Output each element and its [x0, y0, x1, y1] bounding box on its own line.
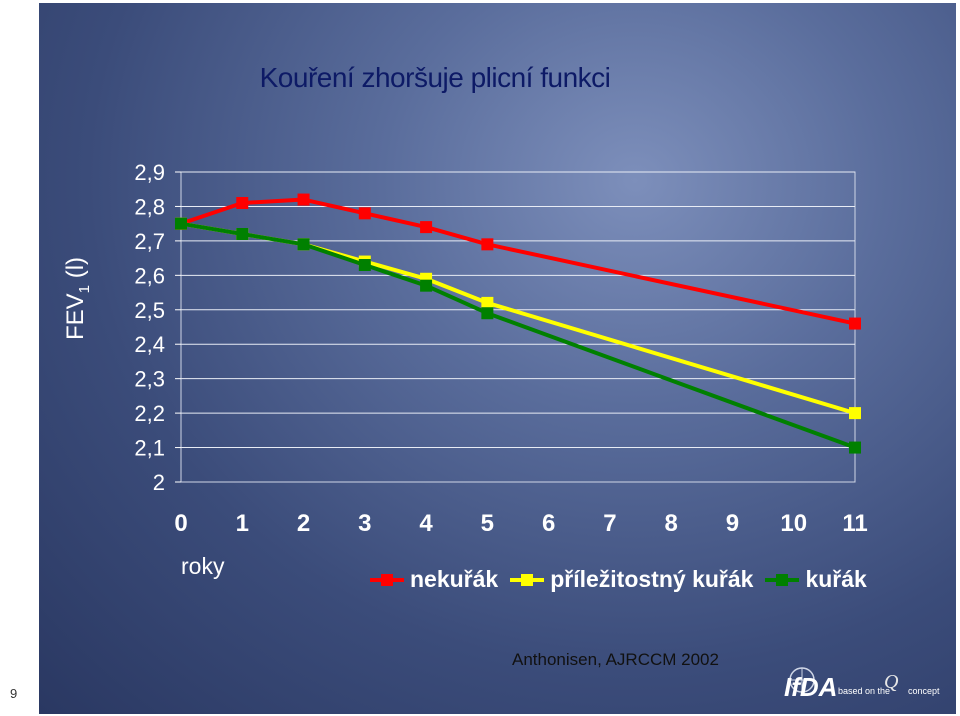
- data-point-1: [849, 407, 861, 420]
- legend-swatch-1: [510, 573, 545, 587]
- chart-legend: nekuřák příležitostný kuřák kuřák: [370, 566, 879, 593]
- data-point-2: [236, 228, 249, 240]
- x-tick-label: 9: [726, 510, 739, 537]
- legend-swatch-0: [370, 573, 404, 587]
- legend-swatch-marker: [381, 573, 393, 586]
- ifda-logo: IfDA based on the Q concept: [784, 667, 940, 702]
- data-point-0: [236, 197, 249, 209]
- data-point-2: [481, 307, 494, 320]
- y-tick-label: 2,6: [134, 263, 165, 288]
- logo-mark: Q: [884, 671, 899, 693]
- data-point-0: [481, 238, 494, 251]
- data-point-0: [849, 317, 861, 330]
- logo-brand: IfDA: [784, 672, 837, 702]
- y-tick-label: 2,1: [134, 436, 165, 461]
- y-tick-label: 2,4: [134, 332, 165, 357]
- legend-item-1: příležitostný kuřák: [510, 566, 753, 593]
- x-tick-label: 3: [358, 510, 371, 537]
- legend-item-0: nekuřák: [370, 566, 498, 593]
- x-tick-label: 4: [419, 510, 433, 537]
- legend-item-2: kuřák: [765, 566, 867, 593]
- x-tick-label: 8: [665, 510, 678, 537]
- series-line-0: [180, 197, 856, 326]
- x-axis-title: roky: [181, 553, 225, 579]
- x-tick-label: 5: [481, 510, 494, 537]
- legend-swatch-2: [765, 573, 800, 587]
- data-point-0: [297, 193, 310, 206]
- x-tick-label: 2: [297, 510, 310, 537]
- data-point-2: [849, 441, 861, 454]
- data-point-1: [481, 296, 494, 309]
- page-number: 9: [10, 686, 18, 701]
- legend-label-1: příležitostný kuřák: [550, 566, 754, 592]
- y-tick-label: 2,5: [134, 298, 165, 323]
- y-tick-label: 2,2: [134, 401, 165, 426]
- slide-background: [39, 3, 956, 714]
- source-citation: Anthonisen, AJRCCM 2002: [512, 650, 719, 669]
- data-point-2: [420, 279, 433, 292]
- legend-swatch-marker: [521, 573, 534, 586]
- x-tick-label: 1: [236, 510, 249, 537]
- legend-label-0: nekuřák: [410, 566, 499, 592]
- logo-tagline: based on the: [838, 686, 890, 696]
- x-tick-label: 10: [780, 510, 807, 537]
- x-tick-label: 7: [603, 510, 616, 537]
- logo-globe-grid: [790, 668, 814, 692]
- data-point-0: [358, 207, 371, 220]
- y-tick-label: 2,8: [134, 194, 165, 219]
- legend-swatch-marker: [776, 573, 789, 586]
- y-tick-label: 2,7: [134, 229, 165, 254]
- page-margin: [0, 0, 39, 716]
- x-tick-label: 11: [842, 510, 867, 537]
- data-point-0: [420, 221, 433, 234]
- legend-label-2: kuřák: [805, 566, 867, 592]
- x-tick-label: 0: [174, 510, 187, 537]
- x-tick-label: 6: [542, 510, 555, 537]
- y-tick-label: 2,9: [134, 160, 165, 185]
- y-tick-label: 2: [153, 470, 165, 495]
- chart-title: Kouření zhoršuje plicní funkci: [259, 62, 611, 93]
- data-point-2: [297, 238, 310, 251]
- series-line-2: [180, 221, 856, 450]
- data-point-2: [358, 259, 371, 271]
- plot-area-border: [180, 171, 856, 483]
- logo-suffix: concept: [908, 686, 940, 696]
- y-tick-label: 2,3: [134, 367, 165, 392]
- data-point-2: [175, 217, 187, 230]
